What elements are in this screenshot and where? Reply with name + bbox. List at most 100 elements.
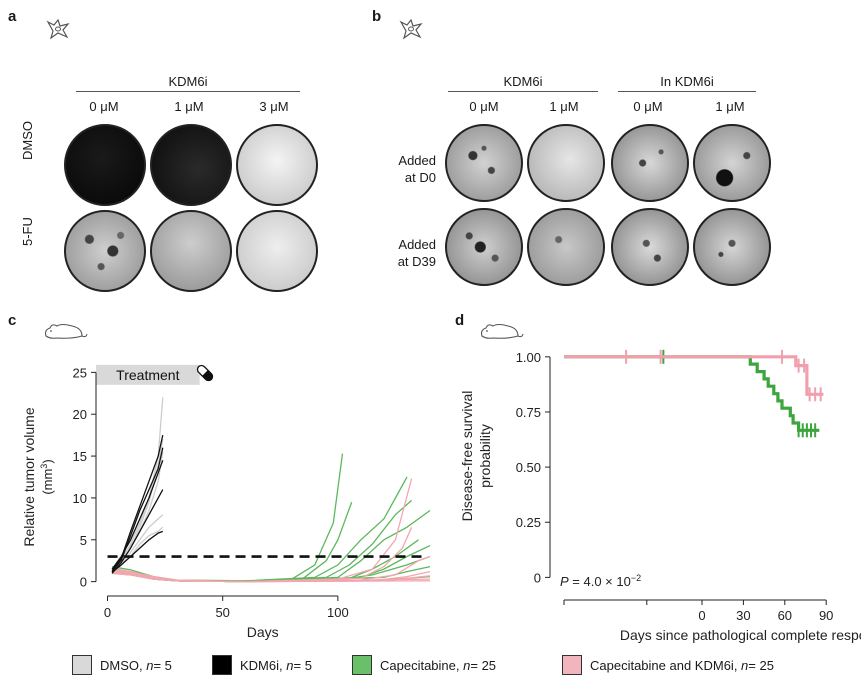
legend-count: = 5 [293,657,312,673]
y-tick-label: 25 [73,365,87,380]
series-line-capecitabine-and-kdm6i [112,571,431,583]
panel-b-group-kdm6i: KDM6i [503,74,543,89]
series-line-dmso [111,439,164,574]
dish-d39-in-kdm6i-1um [693,208,771,286]
x-tick-label: 30 [736,608,750,623]
legend-n: n [463,657,471,673]
y-tick-label: 0 [80,575,87,590]
y-tick-label: 5 [80,533,87,548]
series-line-kdm6i [111,460,164,570]
panel-b-conc-1: 1 μM [549,99,579,114]
legend-count: = 25 [470,657,497,673]
panel-a-row-dmso: DMSO [20,121,35,160]
y-tick-label: 0 [534,570,541,585]
y-axis-unit-text: (mm [40,469,55,495]
dish-5fu-0um [64,210,146,292]
legend-label: Capecitabine and KDM6i [590,657,734,673]
dish-d39-kdm6i-1um [527,208,605,286]
x-tick-label: 100 [327,605,349,620]
y-tick-label: 0.75 [516,405,541,420]
x-tick-label: 60 [778,608,792,623]
legend-n: n [286,657,294,673]
p-value: P = 4.0 × 10−2 [560,573,641,589]
dish-dmso-1um [150,124,232,206]
x-tick-label: 0 [698,608,705,623]
y-axis-unit: (mm3) [39,459,55,494]
y-tick-label: 0.25 [516,515,541,530]
p-value-symbol: P [560,574,569,589]
legend-swatch [212,655,232,675]
y-axis-label: Relative tumor volume [21,407,37,546]
panel-b-letter: b [372,8,382,25]
dish-dmso-3um [236,124,318,206]
mouse-icon [42,320,88,347]
panel-b-conc-3: 1 μM [715,99,745,114]
x-tick-label: 0 [104,605,111,620]
treatment-label: Treatment [116,367,179,383]
panel-b-group-line-0 [448,91,598,92]
panel-b-group-line-1 [618,91,756,92]
dish-d0-in-kdm6i-1um [693,124,771,202]
series-line-capecitabine [112,453,344,583]
legend-swatch [562,655,582,675]
legend-count: = 25 [748,657,774,673]
series-line-kdm6i [111,447,164,573]
panel-a-conc-2: 3 μM [259,99,289,114]
p-value-text: = 4.0 × 10 [569,574,631,589]
panel-a-row-5fu: 5-FU [20,217,35,246]
mouse-icon-d [478,320,524,347]
legend-swatch [72,655,92,675]
y-axis-label: Disease-free survival [459,391,475,522]
panel-b-row-d0: Added at D0 [398,153,436,185]
x-axis-label: Days [247,624,279,640]
cell-icon [45,18,71,45]
series-line-dmso [111,397,164,573]
series-line-capecitabine-and-kdm6i [111,478,413,583]
dish-d0-in-kdm6i-0um [611,124,689,202]
legend-label: KDM6i [240,657,280,673]
x-tick-label: 50 [215,605,229,620]
panel-a-conc-0: 0 μM [89,99,119,114]
series-line-capecitabine [111,476,408,582]
dish-d39-kdm6i-0um [445,208,523,286]
series-line-kdm6i [111,530,164,573]
x-axis-label: Days since pathological complete respons… [620,627,861,643]
panel-b-row-d39: Added at D39 [397,237,436,269]
legend-capecitabine: Capecitabine, n = 25 [352,655,496,675]
y-tick-label: 10 [73,491,87,506]
survival-curve-capecitabine [564,355,820,432]
dish-d0-kdm6i-1um [527,124,605,202]
dish-5fu-3um [236,210,318,292]
dish-d0-kdm6i-0um [445,124,523,202]
legend-n: n [741,657,749,673]
y-axis-unit-close: ) [40,459,55,463]
panel-c-letter: c [8,312,17,329]
legend-n: n [146,657,154,673]
x-tick-label: 90 [819,608,833,623]
dish-5fu-1um [150,210,232,292]
y-tick-label: 0.50 [516,460,541,475]
series-line-kdm6i [111,489,164,574]
panel-b-conc-0: 0 μM [469,99,499,114]
panel-a-conc-1: 1 μM [174,99,204,114]
legend-label: Capecitabine [380,657,456,673]
panel-a-letter: a [8,8,17,25]
y-axis-label-2: probability [477,424,493,488]
treatment-band [96,364,200,385]
legend-label: DMSO [100,657,139,673]
y-tick-label: 15 [73,449,87,464]
dish-dmso-0um [64,124,146,206]
y-axis-unit-sup: 3 [39,464,49,469]
p-value-exp: −2 [631,573,641,583]
legend-dmso: DMSO, n = 5 [72,655,172,675]
survival-curve-capecitabine-and-kdm6i [564,355,824,396]
series-line-capecitabine [112,499,413,583]
panel-a-group-line [76,91,300,92]
y-tick-label: 1.00 [516,350,541,365]
legend-swatch [352,655,372,675]
pill-icon [193,361,217,390]
survival-chart: 0 0.25 0.50 0.75 1.00 0 30 60 90 Days since patho… [459,350,861,643]
panel-b-group-in-kdm6i: In KDM6i [660,74,714,89]
panel-d-letter: d [455,312,465,329]
tumor-volume-chart: Treatment 0 5 10 15 20 25 0 50 100 Days Relative tu… [21,364,431,640]
